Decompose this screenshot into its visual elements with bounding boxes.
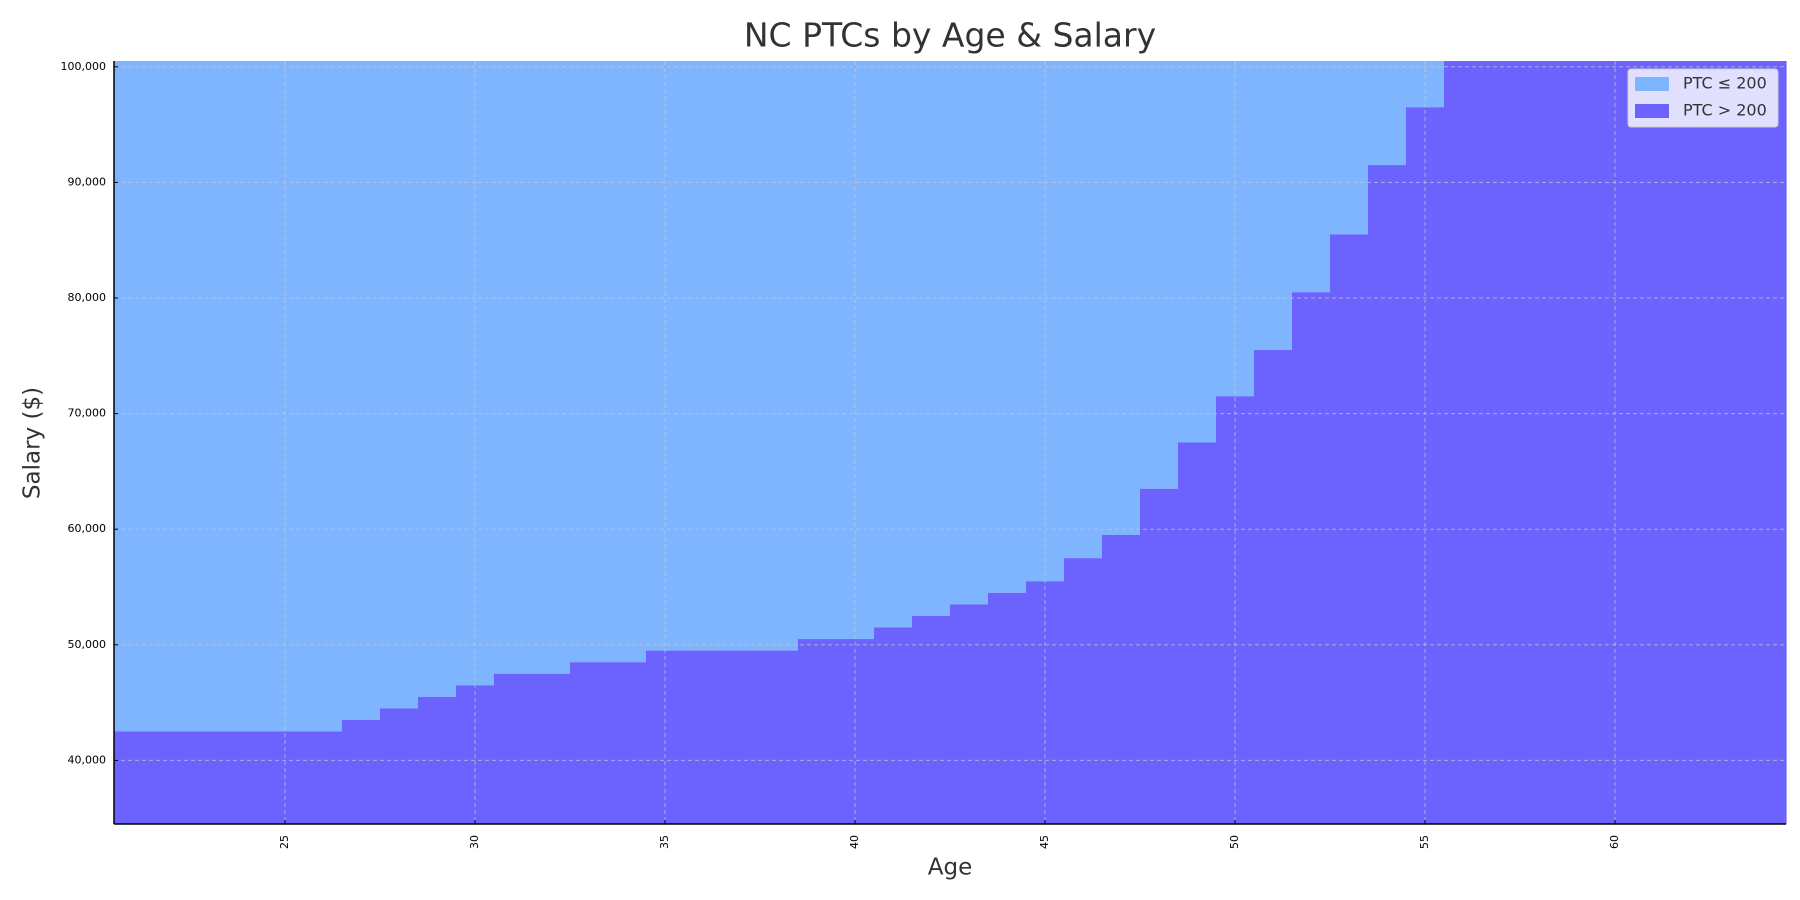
- cell-above: [190, 61, 229, 732]
- x-tick-label: 25: [278, 835, 291, 849]
- legend-label: PTC > 200: [1683, 101, 1767, 120]
- cell-above: [1254, 61, 1293, 351]
- cell-above: [570, 61, 609, 663]
- x-axis-label: Age: [928, 855, 972, 881]
- cell-below: [912, 615, 951, 824]
- y-tick-label: 40,000: [68, 753, 107, 766]
- cell-below: [304, 731, 343, 824]
- cell-below: [570, 662, 609, 824]
- x-tick-label: 45: [1038, 835, 1051, 849]
- cell-above: [1064, 61, 1103, 559]
- cell-below: [608, 662, 647, 824]
- cell-above: [760, 61, 799, 651]
- x-tick-label: 30: [468, 835, 481, 849]
- cell-below: [1482, 61, 1521, 824]
- cell-below: [1710, 61, 1749, 824]
- cell-below: [152, 731, 191, 824]
- cell-below: [1634, 61, 1673, 824]
- x-tick-label: 35: [658, 835, 671, 849]
- legend-label: PTC ≤ 200: [1683, 74, 1767, 93]
- cell-above: [228, 61, 267, 732]
- cell-above: [532, 61, 571, 674]
- cell-above: [1178, 61, 1217, 443]
- cell-below: [1672, 61, 1711, 824]
- x-tick-label: 55: [1418, 835, 1431, 849]
- cell-below: [1748, 61, 1787, 824]
- cell-below: [798, 639, 837, 824]
- cell-above: [608, 61, 647, 663]
- cell-below: [1292, 292, 1331, 824]
- cell-below: [722, 650, 761, 824]
- cell-above: [380, 61, 419, 709]
- cell-below: [1102, 534, 1141, 824]
- cell-above: [1102, 61, 1141, 535]
- x-tick-label: 60: [1608, 835, 1621, 849]
- cell-above: [988, 61, 1027, 593]
- y-tick-label: 80,000: [68, 291, 107, 304]
- cell-above: [266, 61, 305, 732]
- cell-below: [532, 673, 571, 824]
- cell-above: [494, 61, 533, 674]
- cell-below: [380, 708, 419, 824]
- x-tick-label: 40: [848, 835, 861, 849]
- y-tick-label: 60,000: [68, 522, 107, 535]
- cell-below: [836, 639, 875, 824]
- cell-below: [114, 731, 153, 824]
- cell-above: [1330, 61, 1369, 235]
- cell-below: [1254, 350, 1293, 824]
- cell-below: [874, 627, 913, 824]
- cell-below: [1140, 488, 1179, 824]
- cell-below: [1406, 107, 1445, 824]
- cell-above: [684, 61, 723, 651]
- cell-below: [988, 592, 1027, 824]
- legend-swatch: [1635, 77, 1669, 91]
- cell-above: [418, 61, 457, 697]
- y-tick-label: 100,000: [61, 60, 107, 73]
- legend-swatch: [1635, 104, 1669, 118]
- y-tick-label: 90,000: [68, 175, 107, 188]
- cell-above: [1292, 61, 1331, 293]
- cell-below: [228, 731, 267, 824]
- cell-above: [342, 61, 381, 720]
- cell-below: [1520, 61, 1559, 824]
- cell-below: [1444, 61, 1483, 824]
- cell-below: [1368, 165, 1407, 824]
- legend: PTC ≤ 200 PTC > 200: [1627, 68, 1779, 128]
- cell-below: [684, 650, 723, 824]
- cell-below: [494, 673, 533, 824]
- cell-below: [1178, 442, 1217, 824]
- cell-below: [760, 650, 799, 824]
- cell-below: [950, 604, 989, 824]
- cell-above: [722, 61, 761, 651]
- y-axis-label: Salary ($): [20, 387, 46, 499]
- cell-above: [114, 61, 153, 732]
- cell-below: [342, 719, 381, 824]
- cell-above: [1140, 61, 1179, 489]
- cell-above: [152, 61, 191, 732]
- y-tick-label: 70,000: [68, 407, 107, 420]
- chart-title: NC PTCs by Age & Salary: [744, 16, 1156, 55]
- cell-above: [874, 61, 913, 628]
- cell-above: [798, 61, 837, 640]
- x-tick-label: 50: [1228, 835, 1241, 849]
- cell-above: [912, 61, 951, 616]
- cell-above: [1216, 61, 1255, 397]
- cell-below: [1558, 61, 1597, 824]
- y-tick-label: 50,000: [68, 638, 107, 651]
- cell-above: [304, 61, 343, 732]
- cell-below: [190, 731, 229, 824]
- cell-below: [1064, 558, 1103, 824]
- cell-above: [950, 61, 989, 605]
- cell-above: [1368, 61, 1407, 166]
